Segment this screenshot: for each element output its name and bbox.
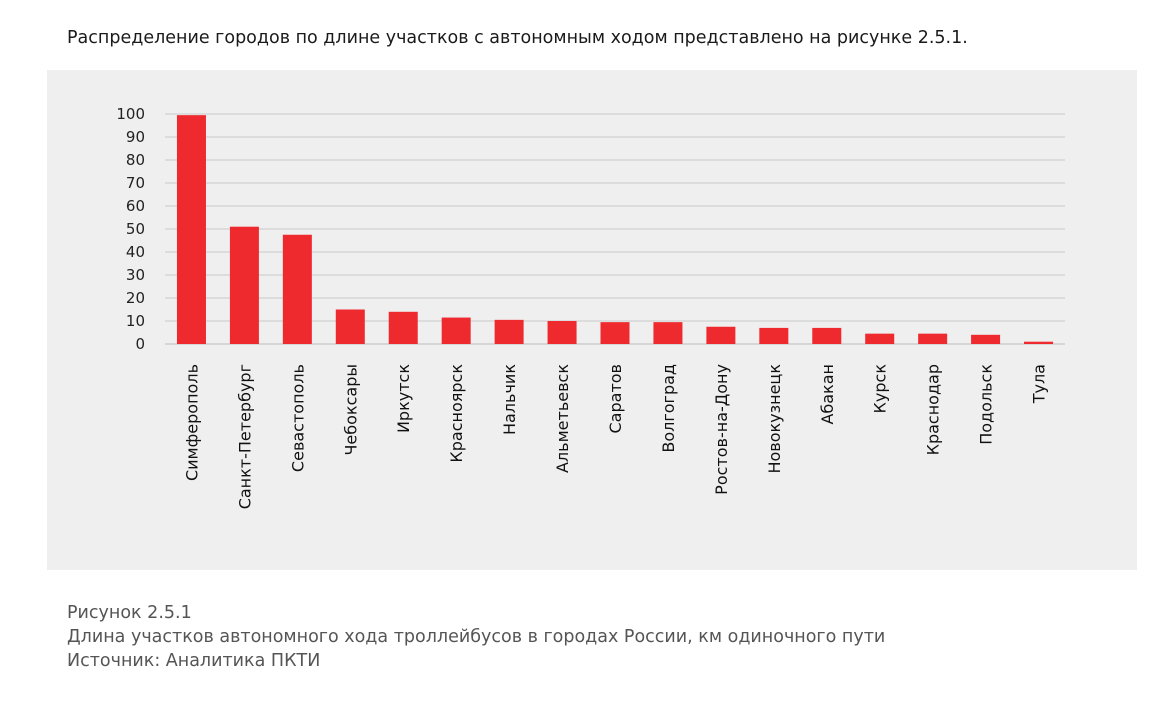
- x-category-label: Саратов: [606, 364, 625, 433]
- bar: [759, 327, 789, 344]
- x-category-label: Курск: [871, 364, 890, 414]
- x-category-label: Новокузнецк: [765, 364, 784, 474]
- y-tick-label: 50: [126, 220, 145, 238]
- bar: [176, 115, 206, 345]
- x-category-label: Волгоград: [659, 364, 678, 453]
- y-tick-label: 40: [126, 243, 145, 261]
- x-category-label: Чебоксары: [341, 364, 360, 456]
- figure-number: Рисунок 2.5.1: [67, 603, 192, 623]
- x-category-label: Ростов-на-Дону: [712, 364, 731, 495]
- bar: [706, 326, 736, 344]
- y-tick-label: 90: [126, 128, 145, 146]
- x-axis-category-labels: Симферополь Санкт-Петербург Севастополь Чеб…: [182, 364, 1048, 510]
- bar: [494, 319, 524, 344]
- y-tick-label: 20: [126, 289, 145, 307]
- bar: [229, 226, 259, 344]
- bar: [653, 322, 683, 344]
- y-axis-tick-labels: 0 10 20 30 40 50 60 70 80 90 100: [116, 105, 145, 353]
- y-tick-label: 100: [116, 105, 145, 123]
- grid-lines: [165, 113, 1065, 345]
- bar: [1024, 341, 1054, 344]
- x-category-label: Иркутск: [394, 364, 413, 433]
- x-category-label: Подольск: [977, 364, 996, 445]
- x-category-label: Краснодар: [924, 364, 943, 455]
- y-tick-label: 70: [126, 174, 145, 192]
- chart-panel: 0 10 20 30 40 50 60 70 80 90 100 Симферополь Санкт-…: [47, 70, 1137, 570]
- figure-title: Длина участков автономного хода троллейб…: [67, 627, 886, 647]
- x-category-label: Севастополь: [288, 364, 307, 472]
- bar: [971, 334, 1001, 344]
- y-tick-label: 80: [126, 151, 145, 169]
- y-tick-label: 60: [126, 197, 145, 215]
- x-category-label: Альметьевск: [553, 364, 572, 473]
- x-category-label: Тула: [1030, 364, 1049, 404]
- bar: [865, 333, 895, 344]
- bar: [335, 309, 365, 344]
- x-category-label: Симферополь: [182, 364, 201, 481]
- figure-caption: Рисунок 2.5.1 Длина участков автономного…: [67, 601, 885, 673]
- y-tick-label: 0: [135, 335, 145, 353]
- bar: [918, 333, 948, 344]
- y-tick-label: 10: [126, 312, 145, 330]
- bars: [176, 115, 1054, 345]
- bar: [282, 234, 312, 344]
- bar: [441, 317, 471, 344]
- x-category-label: Абакан: [818, 364, 837, 425]
- x-category-label: Нальчик: [500, 364, 519, 435]
- bar: [812, 327, 842, 344]
- intro-paragraph: Распределение городов по длине участков …: [67, 28, 968, 48]
- x-category-label: Красноярск: [447, 364, 466, 463]
- x-category-label: Санкт-Петербург: [235, 364, 254, 509]
- bar: [547, 321, 577, 344]
- bar: [388, 311, 418, 344]
- bar: [600, 322, 630, 344]
- figure-source: Источник: Аналитика ПКТИ: [67, 651, 321, 671]
- y-tick-label: 30: [126, 266, 145, 284]
- bar-chart: 0 10 20 30 40 50 60 70 80 90 100 Симферополь Санкт-…: [116, 105, 1065, 510]
